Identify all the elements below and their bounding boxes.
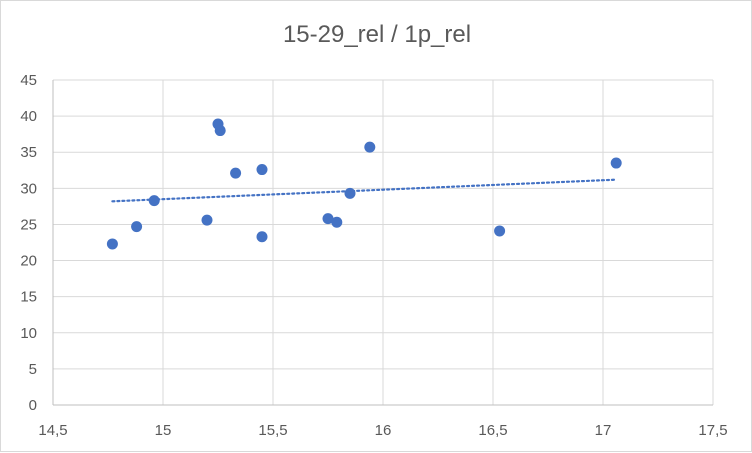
data-point bbox=[256, 231, 268, 243]
x-tick-label: 14,5 bbox=[38, 422, 67, 439]
y-tick-label: 5 bbox=[29, 361, 37, 378]
x-tick-label: 16 bbox=[375, 422, 392, 439]
y-tick-label: 15 bbox=[20, 289, 37, 306]
gridlines bbox=[52, 79, 714, 406]
data-point bbox=[322, 213, 334, 225]
chart-title: 15-29_rel / 1p_rel bbox=[282, 21, 472, 48]
data-point bbox=[131, 221, 143, 233]
data-point bbox=[610, 157, 622, 169]
trendline-layer bbox=[111, 178, 618, 203]
y-tick-label: 30 bbox=[20, 180, 37, 197]
data-point bbox=[230, 167, 242, 179]
y-tick-label: 20 bbox=[20, 253, 37, 270]
y-tick-label: 35 bbox=[20, 144, 37, 161]
data-point bbox=[201, 214, 213, 226]
data-point bbox=[344, 187, 356, 199]
y-tick-label: 10 bbox=[20, 325, 37, 342]
y-tick-label: 45 bbox=[20, 72, 37, 89]
data-points bbox=[106, 118, 622, 250]
y-tick-label: 40 bbox=[20, 108, 37, 125]
y-tick-label: 0 bbox=[29, 397, 37, 414]
data-point bbox=[256, 164, 268, 176]
data-point bbox=[214, 125, 226, 137]
data-point bbox=[331, 216, 343, 228]
x-tick-label: 17,5 bbox=[698, 422, 727, 439]
data-point bbox=[148, 195, 160, 207]
y-tick-label: 25 bbox=[20, 216, 37, 233]
x-tick-label: 17 bbox=[595, 422, 612, 439]
axes: 14,5 15 15,5 16 16,5 17 17,5 0 5 10 15 20 25 30 35 40 45 bbox=[20, 72, 727, 439]
data-point bbox=[364, 141, 376, 153]
data-point bbox=[106, 238, 118, 250]
x-tick-label: 15,5 bbox=[258, 422, 287, 439]
data-point bbox=[494, 225, 506, 237]
x-tick-label: 15 bbox=[155, 422, 172, 439]
trendline bbox=[111, 178, 618, 203]
x-tick-label: 16,5 bbox=[478, 422, 507, 439]
